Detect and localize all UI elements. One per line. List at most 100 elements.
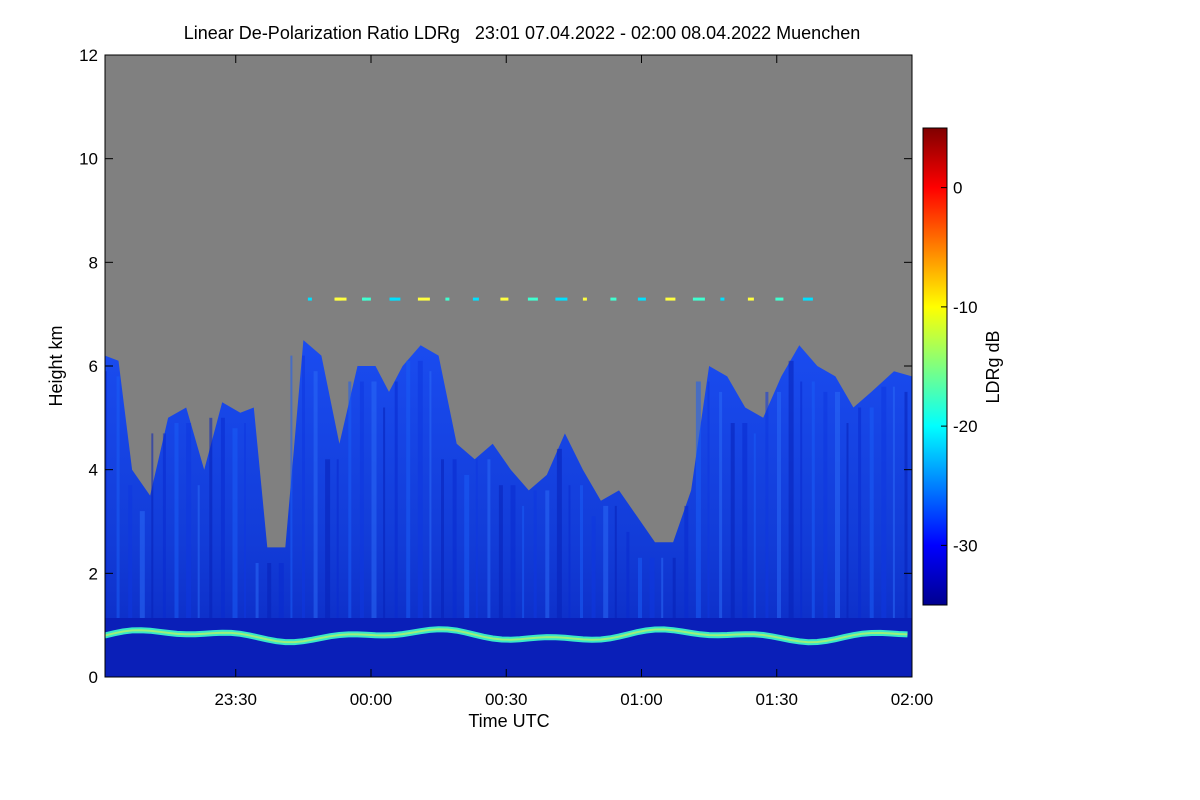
thin-layer-speck [307, 297, 312, 301]
thin-layer-speck [802, 297, 813, 301]
precip-streak [661, 557, 664, 626]
precip-streak [510, 485, 516, 626]
precip-streak [383, 407, 386, 626]
precip-streak [186, 423, 192, 626]
precip-streak [452, 459, 457, 626]
colorbar-tick-label: -20 [953, 417, 978, 436]
precip-streak [556, 448, 562, 626]
precip-streak [487, 459, 491, 626]
chart-title: Linear De-Polarization Ratio LDRg 23:01 … [184, 23, 860, 43]
precip-streak [777, 391, 781, 626]
thin-layer-speck [417, 297, 430, 301]
precip-streak [858, 407, 862, 626]
precip-streak [869, 407, 874, 626]
thin-layer-speck [610, 297, 617, 301]
thin-layer-speck [582, 297, 587, 301]
precip-streak [522, 505, 525, 626]
boundary-layer [105, 618, 912, 677]
x-tick-label: 01:30 [755, 690, 798, 709]
precip-streak [290, 355, 293, 626]
x-tick-label: 00:00 [350, 690, 393, 709]
precip-streak [823, 391, 828, 626]
precip-streak [116, 376, 120, 626]
precip-streak [278, 563, 284, 626]
cloud-region [105, 340, 912, 677]
precip-streak [846, 423, 849, 626]
y-tick-label: 2 [89, 564, 98, 583]
colorbar-tick-label: 0 [953, 179, 962, 198]
precip-streak [406, 360, 411, 626]
colorbar-label: LDRg dB [983, 330, 1003, 403]
y-tick-label: 10 [79, 150, 98, 169]
precip-streak [568, 485, 571, 626]
thin-layer-speck [472, 297, 479, 301]
precip-streak [614, 505, 617, 626]
thin-layer-speck [665, 297, 676, 301]
precipitation-streaks [105, 355, 908, 626]
precip-streak [638, 557, 642, 626]
y-tick-label: 6 [89, 357, 98, 376]
precip-streak [174, 423, 179, 626]
x-tick-label: 00:30 [485, 690, 528, 709]
x-axis-label: Time UTC [468, 711, 549, 731]
thin-layer-speck [362, 297, 366, 301]
precip-streak [626, 531, 630, 626]
y-axis-label: Height km [46, 325, 66, 406]
precip-streak [649, 557, 655, 626]
x-tick-label: 01:00 [620, 690, 663, 709]
precip-streak [348, 381, 352, 626]
x-tick-label: 02:00 [891, 690, 934, 709]
precip-streak [209, 417, 213, 626]
precip-streak [892, 386, 895, 626]
thin-layer-speck [637, 297, 646, 301]
thin-layer-speck [389, 297, 396, 301]
colorbar: 0 -10 -20 -30 LDRg dB [922, 127, 1003, 606]
thin-layer-speck [692, 297, 705, 301]
precip-streak [162, 433, 166, 626]
thin-layer-speck [555, 297, 568, 301]
thin-layer-speck [334, 297, 347, 301]
x-axis: 23:30 00:00 00:30 01:00 01:30 02:00 [214, 55, 933, 709]
precip-streak [359, 381, 364, 626]
precip-streak [498, 485, 503, 626]
thin-layer-speck [362, 297, 371, 301]
precip-streak [371, 381, 377, 626]
colorbar-tick-label: -10 [953, 298, 978, 317]
precip-streak [302, 355, 305, 626]
precip-streak [591, 516, 596, 626]
precip-streak [128, 485, 133, 626]
precip-streak [197, 485, 200, 626]
precip-streak [232, 428, 238, 626]
precip-streak [417, 360, 423, 626]
precip-streak [811, 381, 815, 626]
thin-layer-7km [307, 297, 813, 301]
thin-layer-speck [527, 297, 538, 301]
y-tick-label: 0 [89, 668, 98, 687]
y-tick-label: 12 [79, 46, 98, 65]
precip-streak [765, 391, 769, 626]
aerosol-layer-core [105, 628, 908, 644]
precip-streak [220, 417, 225, 626]
precip-streak [904, 391, 908, 626]
thin-layer-speck [720, 297, 725, 301]
colorbar-gradient [922, 127, 948, 606]
precip-streak [742, 423, 748, 626]
thin-layer-speck [500, 297, 509, 301]
precip-streak [429, 371, 432, 626]
precip-streak [580, 485, 583, 626]
thin-layer-speck [775, 297, 784, 301]
precip-streak [475, 459, 478, 626]
thin-layer-speck [445, 297, 450, 301]
precip-streak [800, 381, 803, 626]
precip-streak [244, 423, 246, 626]
precip-streak [672, 557, 676, 626]
precip-streak [394, 381, 398, 626]
colorbar-ticks: 0 -10 -20 -30 [941, 179, 978, 555]
y-axis: 0 2 4 6 8 10 12 [79, 46, 912, 687]
precip-streak [753, 433, 756, 626]
precip-streak [105, 371, 107, 626]
precip-streak [151, 433, 154, 626]
x-tick-label: 23:30 [214, 690, 257, 709]
precip-streak [336, 459, 339, 626]
